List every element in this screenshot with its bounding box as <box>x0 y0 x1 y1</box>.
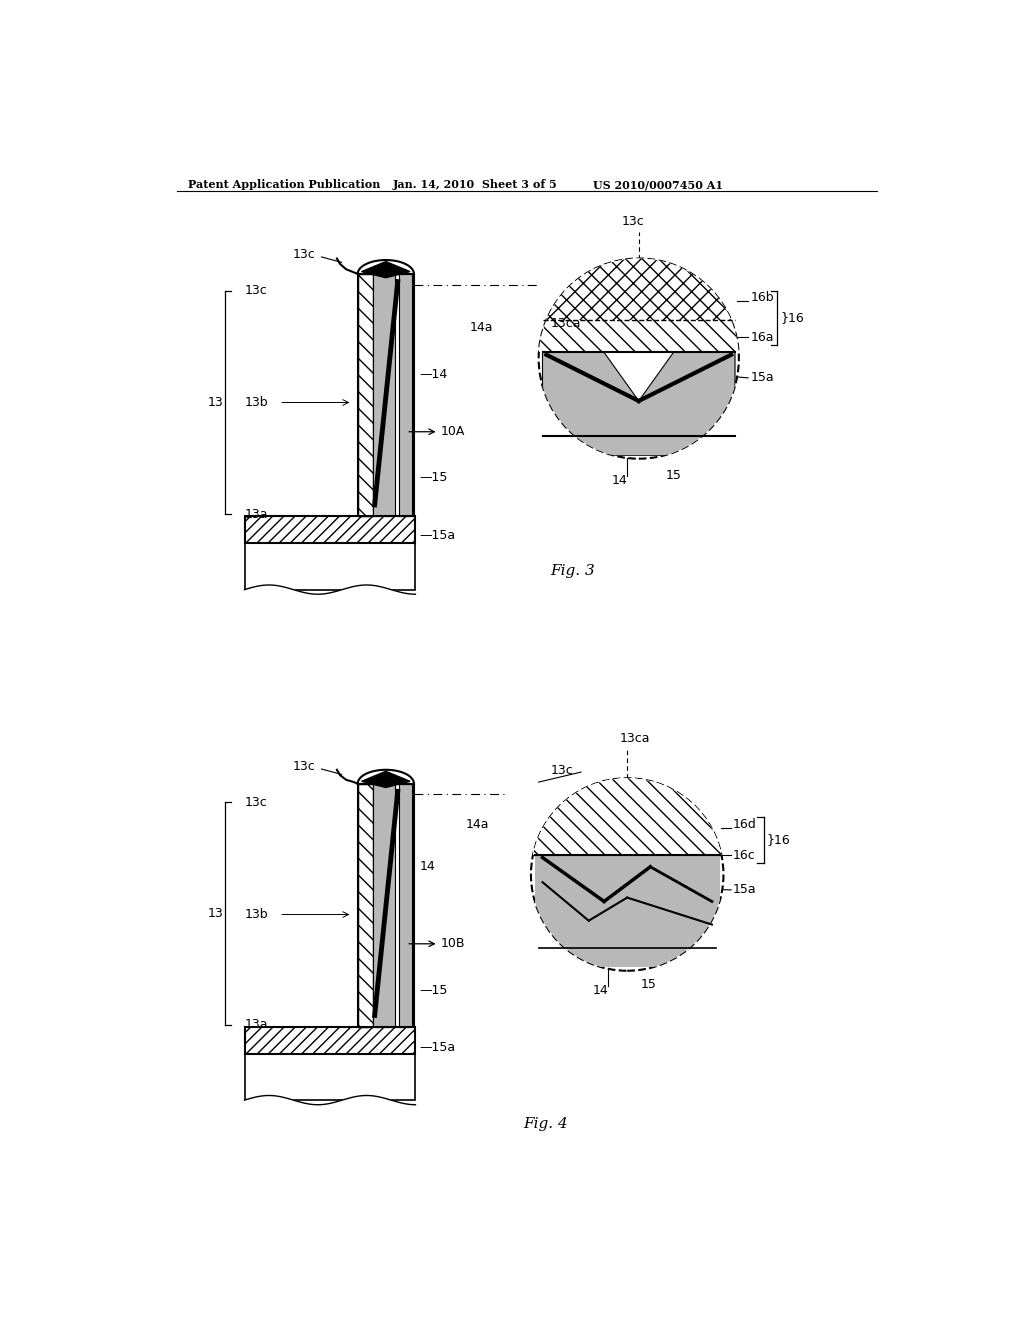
Bar <box>539 255 739 321</box>
Text: 13c: 13c <box>245 796 267 809</box>
Text: 14a: 14a <box>469 321 493 334</box>
Text: —15a: —15a <box>419 529 456 543</box>
Text: 13b: 13b <box>245 396 268 409</box>
Text: —15: —15 <box>419 471 447 484</box>
Bar <box>531 775 724 855</box>
Text: 13a: 13a <box>245 1018 268 1031</box>
Bar <box>399 275 412 516</box>
Bar <box>357 784 373 1027</box>
Text: 16c: 16c <box>733 849 756 862</box>
Text: 15a: 15a <box>751 371 774 384</box>
Bar <box>539 255 739 352</box>
Bar <box>373 275 394 516</box>
Text: 16a: 16a <box>751 330 774 343</box>
Text: 14: 14 <box>611 474 628 487</box>
Bar <box>245 516 416 544</box>
Bar <box>373 784 394 1027</box>
Text: 13a: 13a <box>245 508 268 520</box>
Text: 13c: 13c <box>245 284 267 297</box>
Text: 15: 15 <box>641 978 656 991</box>
Polygon shape <box>543 352 735 455</box>
Text: 13ca: 13ca <box>550 317 581 330</box>
Polygon shape <box>361 261 410 277</box>
Polygon shape <box>535 855 720 966</box>
Text: 13c: 13c <box>550 764 573 777</box>
Bar <box>357 275 373 516</box>
Bar <box>399 784 412 1027</box>
Text: 13c: 13c <box>292 760 315 774</box>
Text: Fig. 3: Fig. 3 <box>550 564 595 578</box>
Text: 13c: 13c <box>292 248 315 261</box>
Text: 13: 13 <box>208 396 223 409</box>
Bar <box>531 775 724 855</box>
Bar <box>245 1027 416 1053</box>
Text: 10B: 10B <box>441 937 465 950</box>
Text: —14: —14 <box>419 367 447 380</box>
Text: Jan. 14, 2010  Sheet 3 of 5: Jan. 14, 2010 Sheet 3 of 5 <box>392 180 557 190</box>
Text: 16d: 16d <box>733 818 757 832</box>
Text: US 2010/0007450 A1: US 2010/0007450 A1 <box>593 180 723 190</box>
Bar <box>245 1053 416 1100</box>
Text: —15a: —15a <box>419 1041 456 1055</box>
Polygon shape <box>361 771 410 788</box>
Text: Patent Application Publication: Patent Application Publication <box>188 180 381 190</box>
Polygon shape <box>543 436 735 455</box>
Text: 10A: 10A <box>441 425 465 438</box>
Text: }16: }16 <box>767 833 791 846</box>
Text: 13ca: 13ca <box>620 731 650 744</box>
Text: 15a: 15a <box>733 883 757 896</box>
Text: 14: 14 <box>419 861 435 874</box>
Text: 15: 15 <box>666 469 681 482</box>
Text: 14: 14 <box>593 983 608 997</box>
Bar <box>245 544 416 590</box>
Text: }16: }16 <box>780 312 804 325</box>
Text: —15: —15 <box>419 983 447 997</box>
Text: 16b: 16b <box>751 290 774 304</box>
Text: 14a: 14a <box>466 818 489 832</box>
Text: 13c: 13c <box>622 215 644 228</box>
Text: 13: 13 <box>208 907 223 920</box>
Bar <box>531 759 724 855</box>
Circle shape <box>531 779 724 970</box>
Text: Fig. 4: Fig. 4 <box>523 1117 568 1131</box>
Circle shape <box>539 259 739 459</box>
Text: 13b: 13b <box>245 908 268 921</box>
